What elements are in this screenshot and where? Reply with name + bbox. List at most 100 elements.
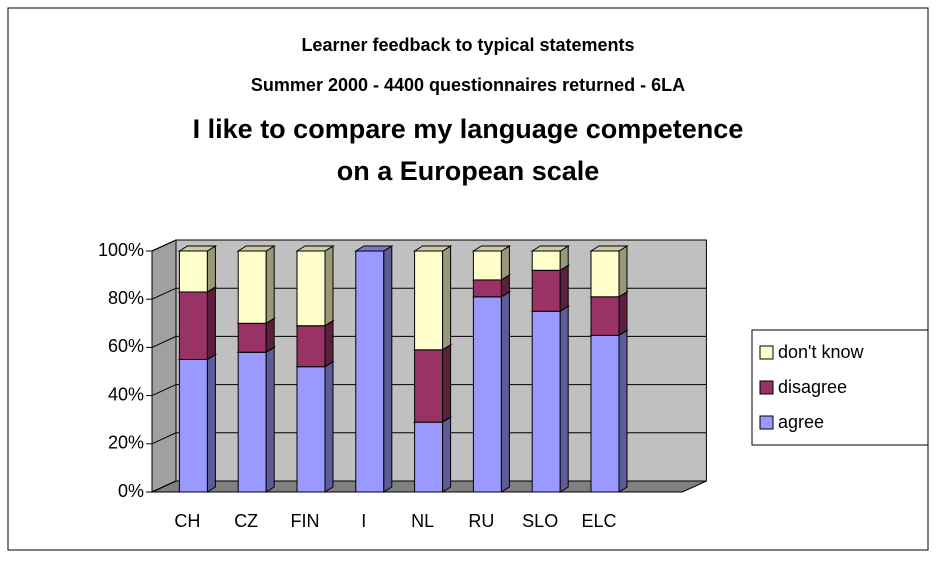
side-wall <box>151 239 177 493</box>
bar-segment <box>530 245 570 272</box>
bar-face <box>618 329 628 493</box>
bar-face <box>414 250 444 351</box>
bar-face <box>559 264 569 313</box>
bar-segment <box>177 245 218 293</box>
heading: Summer 2000 - 4400 questionnaires return… <box>251 75 685 95</box>
bar-face <box>178 250 208 293</box>
x-tick-label: RU <box>468 511 494 531</box>
bar-face <box>471 245 512 252</box>
bar-segment <box>412 343 453 424</box>
bar-segment <box>471 245 512 281</box>
bar-segment <box>236 245 276 325</box>
legend-swatch <box>759 380 774 395</box>
bar-segment <box>589 245 629 298</box>
chart-title: I like to compare my language competence <box>193 114 744 144</box>
bar-face <box>589 245 629 252</box>
bar-face <box>265 346 275 493</box>
bar-face <box>442 343 452 424</box>
bar-segment <box>471 290 512 493</box>
grid-line <box>151 287 707 300</box>
y-tick-label: 60% <box>108 336 144 356</box>
bar-segment <box>589 329 629 493</box>
bar-segment <box>412 245 453 351</box>
bar-face <box>590 296 620 336</box>
bar-face <box>472 279 502 298</box>
bar-segment <box>412 416 453 493</box>
bar-face <box>237 322 267 353</box>
bar-face <box>531 250 561 271</box>
bar-face <box>618 245 628 298</box>
grid-line <box>151 384 707 397</box>
bar-segment <box>530 264 570 313</box>
x-tick-label: CH <box>174 511 200 531</box>
chart-title: on a European scale <box>337 156 600 186</box>
bar-face <box>472 250 502 281</box>
bar-face <box>442 245 452 351</box>
bar-face <box>559 305 569 493</box>
x-tick-label: CZ <box>234 511 258 531</box>
x-tick-label: I <box>361 511 366 531</box>
bar-face <box>618 290 628 337</box>
bar-face <box>296 250 326 327</box>
bar-segment <box>354 245 394 493</box>
bar-face <box>324 245 334 327</box>
bar-face <box>590 334 620 493</box>
bar-segment <box>295 245 335 327</box>
bar-face <box>324 360 334 493</box>
y-tick-label: 100% <box>98 240 144 260</box>
y-tick-label: 80% <box>108 288 144 308</box>
bar-segment <box>530 305 570 493</box>
x-tick-label: ELC <box>581 511 616 531</box>
bar-face <box>237 351 267 493</box>
grid-line <box>151 335 707 348</box>
grid-line <box>151 432 707 445</box>
bar-face <box>500 245 510 281</box>
bar-face <box>178 358 208 493</box>
legend-label: don't know <box>778 342 864 362</box>
bar-face <box>355 250 385 493</box>
legend-box <box>751 329 929 446</box>
bar-face <box>414 421 444 493</box>
bar-face <box>383 245 393 493</box>
x-tick-label: NL <box>411 511 434 531</box>
bar-face <box>265 317 275 354</box>
bar-face <box>178 291 208 360</box>
bar-face <box>412 245 453 252</box>
x-tick-label: SLO <box>522 511 558 531</box>
bar-face <box>500 290 510 493</box>
bar-face <box>531 310 561 493</box>
bar-face <box>324 319 334 368</box>
bar-face <box>354 245 394 252</box>
bar-face <box>206 245 216 293</box>
bar-face <box>296 366 326 493</box>
y-tick-label: 0% <box>118 481 144 501</box>
bar-segment <box>295 360 335 493</box>
legend-swatch <box>759 415 774 430</box>
bar-face <box>472 296 502 493</box>
legend-swatch <box>759 345 774 360</box>
bar-face <box>206 286 216 361</box>
bar-face <box>414 349 444 423</box>
grid-line <box>151 480 707 493</box>
grid-line <box>151 239 707 252</box>
bar-face <box>236 245 276 252</box>
x-tick-label: FIN <box>291 511 320 531</box>
bar-face <box>296 325 326 368</box>
bar-segment <box>589 290 629 337</box>
bar-face <box>530 245 570 252</box>
bar-face <box>590 250 620 298</box>
bar-face <box>295 245 335 252</box>
bar-segment <box>295 319 335 368</box>
bar-segment <box>177 286 218 361</box>
bar-face <box>177 245 218 252</box>
legend-label: agree <box>778 412 824 432</box>
y-tick-label: 20% <box>108 433 144 453</box>
bar-segment <box>236 346 276 493</box>
heading: Learner feedback to typical statements <box>301 35 634 55</box>
y-tick-label: 40% <box>108 384 144 404</box>
legend-label: disagree <box>778 377 847 397</box>
bar-segment <box>177 353 218 493</box>
bar-face <box>442 416 452 493</box>
bar-face <box>237 250 267 324</box>
